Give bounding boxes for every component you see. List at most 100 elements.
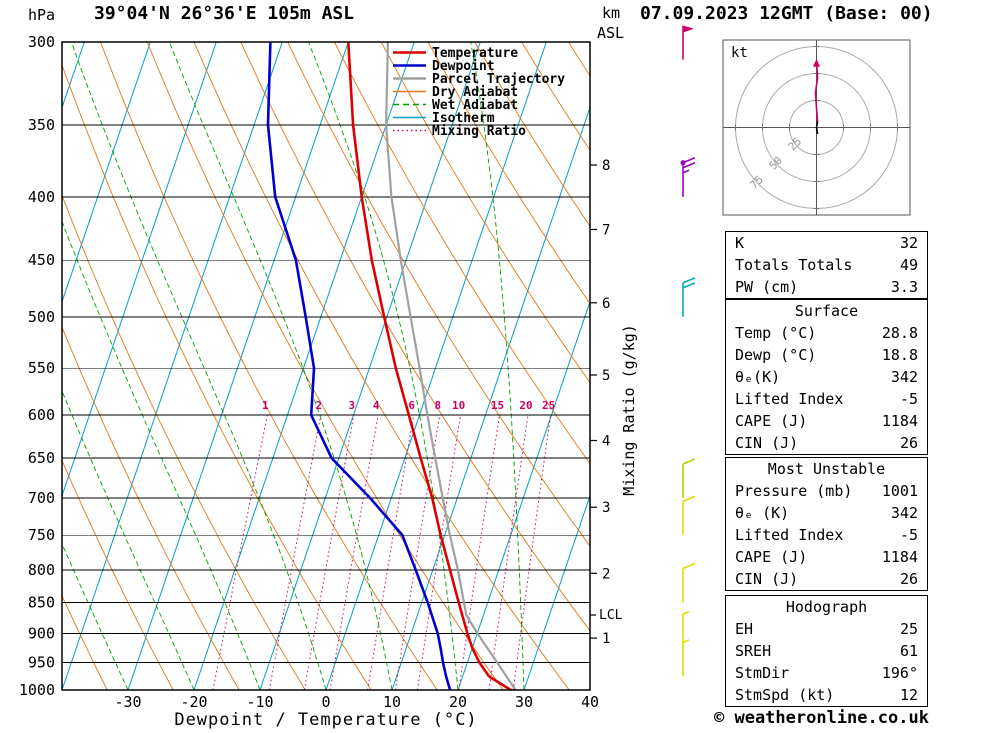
row-label: CAPE (J) xyxy=(735,412,808,430)
row-label: EH xyxy=(735,620,754,638)
svg-text:700: 700 xyxy=(28,489,55,507)
table-row: CAPE (J) 1184 xyxy=(726,410,927,432)
svg-text:1: 1 xyxy=(602,631,610,647)
row-label: Temp (°C) xyxy=(735,324,817,342)
svg-text:500: 500 xyxy=(28,308,55,326)
pressure-axis-unit: hPa xyxy=(28,6,56,24)
isotherm-lines xyxy=(62,42,590,690)
svg-text:15: 15 xyxy=(491,399,504,412)
svg-text:20: 20 xyxy=(449,693,467,711)
table-row: Pressure (mb) 1001 xyxy=(726,480,927,502)
svg-text:400: 400 xyxy=(28,188,55,206)
temperature-curve xyxy=(347,42,517,690)
row-value: 342 xyxy=(890,368,918,386)
table-row: SREH 61 xyxy=(726,640,927,662)
wind-barb xyxy=(682,495,696,536)
chart-background-lines xyxy=(62,42,590,690)
table-row: θₑ (K) 342 xyxy=(726,502,927,524)
svg-text:Dry Adiabat: Dry Adiabat xyxy=(432,85,518,100)
wind-barb-column xyxy=(680,25,696,677)
table-row: StmSpd (kt) 12 xyxy=(726,684,927,706)
svg-text:900: 900 xyxy=(28,624,55,642)
svg-text:25: 25 xyxy=(542,399,555,412)
pressure-gridlines xyxy=(62,42,590,690)
svg-text:550: 550 xyxy=(28,359,55,377)
most-unstable-table: Most Unstable Pressure (mb) 1001 θₑ (K) 342 L… xyxy=(725,457,928,591)
wind-barb xyxy=(680,157,696,197)
hodograph-table-title: Hodograph xyxy=(785,598,868,616)
wind-barb xyxy=(682,562,696,603)
table-row: Temp (°C) 28.8 xyxy=(726,322,927,344)
row-label: StmDir xyxy=(735,664,790,682)
svg-text:4: 4 xyxy=(373,399,380,412)
svg-text:4: 4 xyxy=(602,434,610,450)
svg-text:-10: -10 xyxy=(246,693,273,711)
wind-barb xyxy=(682,25,694,60)
axis-labels: 3003504004505005506006507007508008509009… xyxy=(19,33,623,711)
svg-text:Mixing Ratio: Mixing Ratio xyxy=(432,124,526,139)
table-row: CIN (J) 26 xyxy=(726,432,927,454)
row-value: 26 xyxy=(899,570,918,588)
parcel-trajectory-curve xyxy=(384,42,517,690)
row-value: 3.3 xyxy=(890,278,918,296)
svg-text:3: 3 xyxy=(602,500,610,516)
temperature-axis-title: Dewpoint / Temperature (°C) xyxy=(174,710,478,730)
row-value: 49 xyxy=(899,256,918,274)
hodograph-trace-low xyxy=(815,120,819,135)
row-value: -5 xyxy=(899,526,918,544)
row-value: 342 xyxy=(890,504,918,522)
most_unstable-table-title: Most Unstable xyxy=(767,460,886,478)
row-value: 12 xyxy=(899,686,918,704)
row-value: 25 xyxy=(899,620,918,638)
row-label: Lifted Index xyxy=(735,390,844,408)
svg-text:3: 3 xyxy=(348,399,355,412)
svg-text:Isotherm: Isotherm xyxy=(432,111,495,126)
table-row: θₑ(K) 342 xyxy=(726,366,927,388)
row-value: 18.8 xyxy=(881,346,918,364)
svg-text:600: 600 xyxy=(28,406,55,424)
surface-table: Surface Temp (°C) 28.8 Dewp (°C) 18.8 θₑ(K) 34… xyxy=(725,299,928,455)
profile-curves xyxy=(266,42,517,690)
row-label: Pressure (mb) xyxy=(735,482,853,500)
svg-text:Temperature: Temperature xyxy=(432,46,518,61)
row-label: PW (cm) xyxy=(735,278,799,296)
svg-text:0: 0 xyxy=(321,693,330,711)
table-row: Dewp (°C) 18.8 xyxy=(726,344,927,366)
mixing-ratio-lines xyxy=(212,415,552,690)
svg-text:20: 20 xyxy=(519,399,532,412)
wet-adiabat-lines xyxy=(62,42,590,690)
wind-barb xyxy=(682,458,696,498)
row-label: K xyxy=(735,234,745,252)
row-value: 61 xyxy=(899,642,918,660)
plot-border xyxy=(61,41,591,691)
wind-barb xyxy=(682,277,696,317)
svg-text:5: 5 xyxy=(602,368,610,384)
mixing-ratio-axis-label: Mixing Ratio (g/kg) xyxy=(620,324,638,496)
svg-text:2: 2 xyxy=(315,399,322,412)
row-value: -5 xyxy=(899,390,918,408)
row-value: 32 xyxy=(899,234,918,252)
indices-table: K 32 Totals Totals 49 PW (cm) 3.3 xyxy=(725,231,928,299)
mixing-ratio-labels: 1 2 3 4 6 8 10 15 20 25 xyxy=(262,399,555,412)
table-row: CIN (J) 26 xyxy=(726,568,927,590)
surface-table-title: Surface xyxy=(794,302,859,320)
svg-text:40: 40 xyxy=(581,693,599,711)
svg-text:650: 650 xyxy=(28,449,55,467)
row-label: CAPE (J) xyxy=(735,548,808,566)
svg-text:950: 950 xyxy=(28,653,55,671)
svg-text:Parcel Trajectory: Parcel Trajectory xyxy=(432,72,565,87)
svg-text:10: 10 xyxy=(383,693,401,711)
row-value: 1001 xyxy=(881,482,918,500)
station-title: 39°04'N 26°36'E 105m ASL xyxy=(94,3,355,24)
svg-text:-20: -20 xyxy=(180,693,207,711)
row-label: θₑ (K) xyxy=(735,504,790,522)
svg-text:6: 6 xyxy=(408,399,415,412)
svg-text:8: 8 xyxy=(602,158,610,174)
datetime-title: 07.09.2023 12GMT (Base: 00) xyxy=(640,3,933,24)
wind-barb xyxy=(682,639,690,677)
svg-text:7: 7 xyxy=(602,223,610,239)
table-row: StmDir 196° xyxy=(726,662,927,684)
